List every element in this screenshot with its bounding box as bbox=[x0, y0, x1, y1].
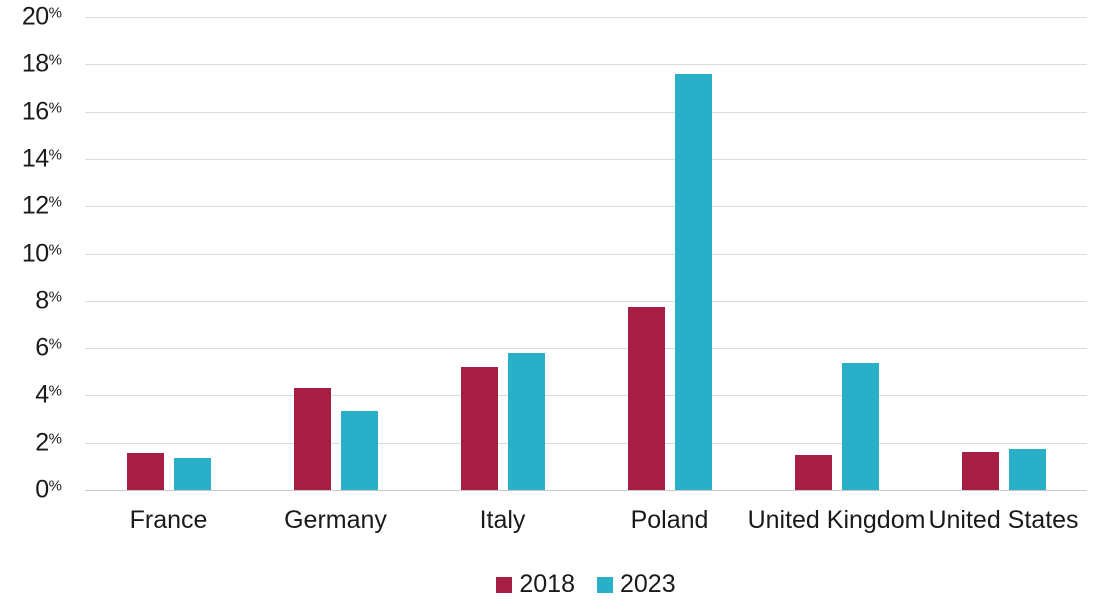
legend: 2018 2023 bbox=[85, 570, 1087, 599]
bar-2018-france bbox=[126, 453, 164, 490]
percent-sign: % bbox=[48, 335, 62, 353]
percent-sign: % bbox=[48, 146, 62, 164]
gridline bbox=[85, 395, 1087, 397]
percent-sign: % bbox=[48, 241, 62, 258]
percent-sign: % bbox=[48, 99, 62, 117]
percent-sign: % bbox=[48, 4, 62, 22]
gridline bbox=[85, 158, 1087, 160]
gridline bbox=[85, 64, 1087, 66]
bar-2023-italy bbox=[507, 352, 545, 490]
y-tick-label: 12% bbox=[21, 191, 62, 220]
y-tick-label: 16% bbox=[21, 97, 62, 126]
bar-group-united-kingdom bbox=[753, 17, 920, 490]
percent-sign: % bbox=[48, 288, 62, 306]
bar-2018-italy bbox=[460, 367, 498, 490]
y-tick-label: 0% bbox=[35, 475, 62, 504]
bar-2023-germany bbox=[340, 410, 378, 490]
x-category-label: Italy bbox=[479, 505, 526, 534]
legend-swatch-2023 bbox=[597, 576, 613, 593]
bar-2023-united-kingdom bbox=[841, 363, 879, 490]
y-tick-label: 4% bbox=[35, 380, 62, 409]
x-axis-baseline bbox=[85, 490, 1087, 491]
x-axis-labels: France Germany Italy Poland United Kingdom Un… bbox=[85, 503, 1087, 537]
x-category-label: France bbox=[129, 505, 208, 534]
gridline bbox=[85, 253, 1087, 255]
y-tick-label: 6% bbox=[35, 333, 62, 362]
bar-2018-united-states bbox=[961, 452, 999, 490]
x-category-label: United Kingdom bbox=[747, 505, 926, 534]
x-category-label: Germany bbox=[284, 505, 387, 534]
y-axis-labels: 0% 2% 4% 6% 8% 10% 12% 14% 16% 18% 20% bbox=[0, 3, 64, 504]
y-tick-label: 10% bbox=[21, 239, 62, 267]
y-tick-label: 2% bbox=[35, 428, 62, 457]
bar-group-italy bbox=[419, 17, 586, 490]
percent-sign: % bbox=[48, 430, 62, 448]
gridline bbox=[85, 111, 1087, 113]
gridline bbox=[85, 300, 1087, 302]
gridline bbox=[85, 348, 1087, 350]
bar-2018-united-kingdom bbox=[794, 454, 832, 490]
x-category-label: United States bbox=[928, 505, 1079, 534]
bar-2018-germany bbox=[293, 388, 331, 490]
bar-2023-france bbox=[173, 458, 211, 490]
bar-group-france bbox=[85, 17, 252, 490]
bar-2023-poland bbox=[674, 73, 712, 490]
legend-item-2018: 2018 bbox=[496, 570, 575, 599]
y-tick-label: 20% bbox=[21, 2, 62, 31]
percent-sign: % bbox=[48, 477, 62, 495]
y-tick-label: 8% bbox=[35, 286, 62, 315]
legend-item-2023: 2023 bbox=[597, 570, 676, 599]
percent-sign: % bbox=[48, 193, 62, 211]
bar-group-germany bbox=[252, 17, 419, 490]
gridline bbox=[85, 206, 1087, 208]
bar-2018-poland bbox=[627, 306, 665, 490]
legend-label: 2023 bbox=[620, 570, 676, 598]
plot-area bbox=[85, 17, 1087, 491]
percent-sign: % bbox=[48, 51, 62, 69]
legend-label: 2018 bbox=[519, 570, 575, 598]
y-tick-label: 18% bbox=[21, 49, 62, 78]
bar-group-poland bbox=[586, 17, 753, 490]
gridline bbox=[85, 17, 1087, 18]
bar-group-united-states bbox=[920, 17, 1087, 490]
y-tick-label: 14% bbox=[21, 144, 62, 173]
x-category-label: Poland bbox=[630, 505, 709, 534]
gridline bbox=[85, 442, 1087, 444]
legend-swatch-2018 bbox=[496, 576, 513, 593]
percent-sign: % bbox=[48, 382, 62, 400]
bar-2023-united-states bbox=[1008, 448, 1046, 490]
